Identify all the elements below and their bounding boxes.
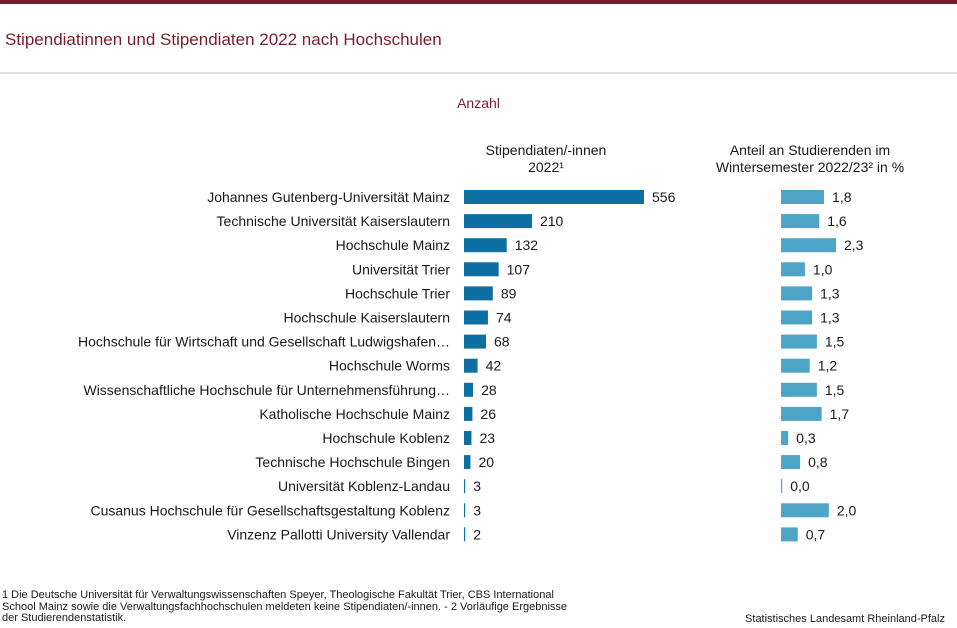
value-label-stipendiaten: 74	[496, 310, 512, 326]
bar-anteil	[781, 406, 822, 421]
value-label-anteil: 1,5	[825, 334, 845, 350]
value-label-anteil: 1,2	[818, 358, 838, 374]
category-label: Katholische Hochschule Mainz	[259, 406, 450, 422]
bar-stipendiaten	[464, 479, 466, 494]
value-label-anteil: 1,0	[813, 261, 833, 277]
top-accent-rule	[0, 0, 957, 4]
bar-anteil	[781, 286, 813, 301]
value-label-stipendiaten: 107	[507, 261, 531, 277]
bar-anteil	[781, 190, 825, 204]
value-label-anteil: 2,3	[844, 237, 864, 253]
bar-anteil	[781, 431, 789, 445]
value-label-anteil: 1,3	[820, 285, 840, 301]
value-label-stipendiaten: 556	[652, 189, 676, 205]
category-label: Johannes Gutenberg-Universität Mainz	[207, 189, 450, 205]
category-label: Hochschule Kaiserslautern	[283, 310, 450, 326]
bar-stipendiaten	[464, 262, 499, 277]
bar-anteil	[781, 479, 783, 494]
value-label-anteil: 1,7	[830, 406, 850, 422]
value-label-anteil: 1,3	[820, 310, 840, 326]
category-label: Hochschule Worms	[329, 358, 450, 374]
value-label-anteil: 0,0	[790, 478, 810, 494]
bar-stipendiaten	[464, 358, 478, 373]
bar-stipendiaten	[464, 431, 472, 445]
category-label: Hochschule für Wirtschaft und Gesellscha…	[78, 334, 450, 350]
bar-stipendiaten	[464, 214, 532, 229]
category-label: Vinzenz Pallotti University Vallendar	[227, 526, 450, 542]
category-label: Universität Trier	[352, 261, 450, 277]
bar-anteil	[781, 310, 813, 325]
category-label: Hochschule Mainz	[336, 237, 450, 253]
value-label-stipendiaten: 68	[494, 334, 510, 350]
bar-stipendiaten	[464, 334, 487, 349]
bar-anteil	[781, 238, 836, 253]
value-label-stipendiaten: 42	[486, 358, 502, 374]
bar-anteil	[781, 382, 817, 397]
bar-stipendiaten	[464, 382, 474, 397]
bar-anteil	[781, 527, 798, 542]
bar-anteil	[781, 358, 810, 373]
bar-anteil	[781, 503, 829, 518]
value-label-anteil: 2,0	[837, 502, 857, 518]
bar-stipendiaten	[464, 527, 466, 542]
value-label-anteil: 1,6	[827, 213, 847, 229]
value-label-stipendiaten: 23	[479, 430, 495, 446]
bar-anteil	[781, 334, 817, 349]
right-column-header-line2: Wintersemester 2022/23² in %	[715, 159, 905, 175]
category-label: Hochschule Koblenz	[322, 430, 450, 446]
bar-stipendiaten	[464, 286, 493, 301]
bar-stipendiaten	[464, 503, 466, 518]
value-label-stipendiaten: 210	[540, 213, 564, 229]
source-credit: Statistisches Landesamt Rheinland-Pfalz	[745, 613, 945, 625]
bar-anteil	[781, 262, 805, 277]
right-column-header-line1: Anteil an Studierenden im	[729, 142, 891, 158]
value-label-anteil: 1,5	[825, 382, 845, 398]
category-label: Technische Universität Kaiserslautern	[217, 213, 450, 229]
left-column-header-line1: Stipendiaten/-innen	[485, 142, 607, 158]
value-label-stipendiaten: 89	[501, 285, 517, 301]
title-band: Stipendiatinnen und Stipendiaten 2022 na…	[0, 4, 957, 74]
left-column-header-line2: 2022¹	[528, 159, 564, 175]
category-label: Wissenschaftliche Hochschule für Unterne…	[83, 382, 450, 398]
bar-stipendiaten	[464, 190, 644, 204]
category-label: Cusanus Hochschule für Gesellschaftsgest…	[90, 502, 450, 518]
value-label-stipendiaten: 28	[481, 382, 497, 398]
value-label-stipendiaten: 3	[473, 502, 481, 518]
chart-title: Stipendiatinnen und Stipendiaten 2022 na…	[5, 30, 442, 49]
right-column-header: Anteil an Studierenden im Wintersemester…	[680, 142, 940, 176]
bar-anteil	[781, 455, 801, 470]
value-label-anteil: 0,3	[796, 430, 816, 446]
value-label-anteil: 1,8	[832, 189, 852, 205]
left-column-header: Stipendiaten/-innen 2022¹	[446, 142, 646, 176]
chart-subtitle: Anzahl	[457, 95, 500, 111]
category-label: Technische Hochschule Bingen	[255, 454, 450, 470]
bar-anteil	[781, 214, 820, 229]
value-label-anteil: 0,7	[806, 526, 826, 542]
value-label-stipendiaten: 20	[478, 454, 494, 470]
bar-stipendiaten	[464, 238, 507, 253]
category-label: Hochschule Trier	[345, 285, 450, 301]
value-label-stipendiaten: 2	[473, 526, 481, 542]
category-label: Universität Koblenz-Landau	[278, 478, 450, 494]
value-label-stipendiaten: 26	[480, 406, 496, 422]
bar-stipendiaten	[464, 455, 471, 470]
bar-stipendiaten	[464, 310, 488, 325]
value-label-stipendiaten: 132	[515, 237, 539, 253]
bar-stipendiaten	[464, 406, 473, 421]
value-label-stipendiaten: 3	[473, 478, 481, 494]
value-label-anteil: 0,8	[808, 454, 828, 470]
footnote: 1 Die Deutsche Universität für Verwaltun…	[2, 589, 568, 624]
